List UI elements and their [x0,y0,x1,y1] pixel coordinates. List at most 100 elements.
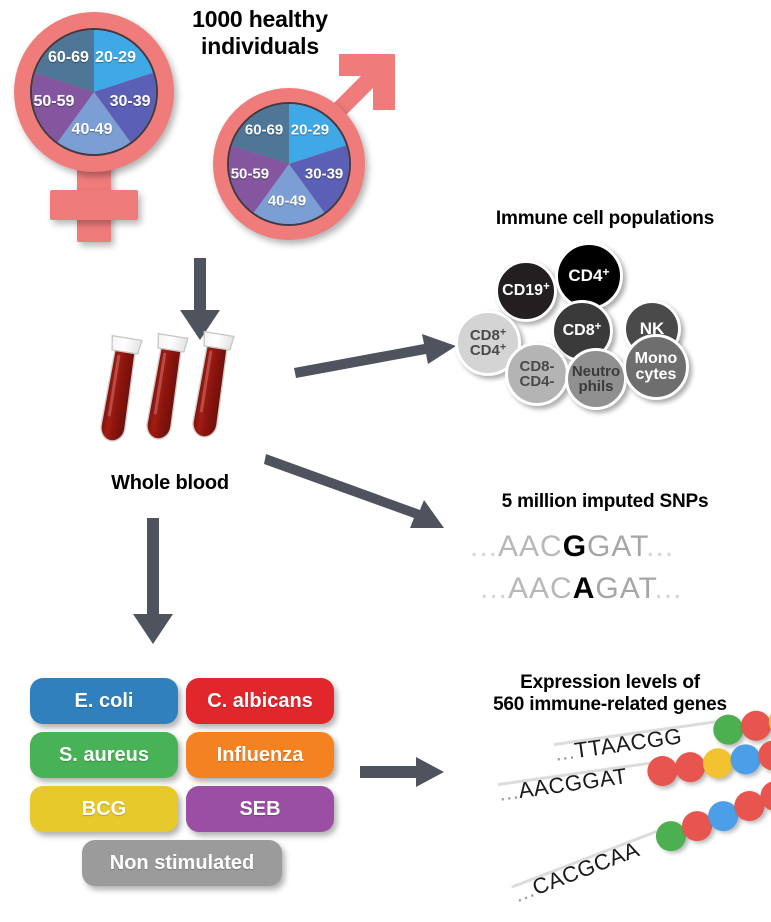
snp-sequence-row: ...AACGGAT... [470,530,674,564]
strand-text: ...AACGGAT [497,763,629,807]
pie-slice-label: 60-69 [48,48,89,66]
snp-suffix: ... [654,572,683,605]
stimulation-box-s-aureus[interactable]: S. aureus [30,732,178,778]
expression-title-line1: Expression levels of [520,672,700,693]
snp-right: GAT [595,572,655,605]
stimulation-box-non-stimulated[interactable]: Non stimulated [82,840,282,886]
cell-label-line: CD4+ [469,341,507,359]
immune-cell-label: NK [640,320,665,338]
pie-slice-label: 20-29 [95,48,136,66]
immune-cell-label: CD8- CD4- [519,357,555,390]
snp-left: AAC [508,572,573,605]
expression-bead [673,750,708,785]
snp-sequences: ...AACGGAT... ...AACAGAT... [470,528,760,618]
pie-slice [253,164,325,224]
pie-chart-female-svg [32,30,156,154]
cell-label-line: cytes [635,366,677,383]
cell-label-superscript: + [602,265,610,280]
cell-label-line: CD8+ [562,321,602,339]
snp-prefix: ... [470,530,499,563]
stimulation-box-seb[interactable]: SEB [186,786,334,832]
stimulation-box-e-coli[interactable]: E. coli [30,678,178,724]
pie-slice [94,72,156,143]
snps-title: 5 million imputed SNPs [501,491,709,512]
whole-blood-label: Whole blood [111,472,229,494]
immune-cell-monocytes: Mono cytes [623,334,689,400]
pie-slice-label: 50-59 [33,93,75,111]
strand-sequence: AACGGAT [516,763,629,804]
immune-cell-label: Mono cytes [634,349,678,384]
cohort-title-line2: individuals [201,33,319,60]
cell-label-line: Mono [634,349,678,367]
snp-highlight: A [572,572,596,605]
pie-slice-label: 30-39 [304,165,344,183]
blood-tube-1 [100,334,143,442]
expression-bead [728,742,763,777]
strand-text: ...CACGCAA [510,837,643,909]
pie-slice [231,104,289,164]
cell-label-line: CD4- [519,373,555,390]
cell-label-superscript: + [499,326,507,339]
pie-slice-label: 60-69 [244,121,284,139]
cell-label-superscript: + [543,281,550,294]
pie-slice [229,145,289,213]
pie-slice-label: 20-29 [290,121,330,139]
expression-bead [645,754,680,788]
male-symbol: 20-29 30-39 40-49 50-59 60-69 [205,48,435,248]
expression-bead [756,738,771,773]
pie-slice [32,72,94,143]
pie-slice [94,30,153,92]
stimulation-box-bcg[interactable]: BCG [30,786,178,832]
immune-cell-label: CD4+ [568,265,610,286]
stimulation-conditions: E. coli C. albicans S. aureus Influenza BCG S… [30,678,340,898]
pie-slice [289,104,347,164]
immune-cell-neutrophils: Neutro phils [565,348,627,410]
pie-slice-label: 30-39 [109,93,151,111]
blood-tube-2 [146,332,189,440]
arrow-blood-to-stimulations [133,518,173,644]
immune-cell-cd4: CD4+ [555,242,623,310]
immune-cell-cd19: CD19+ [495,260,557,322]
arrow-individuals-to-blood [180,258,220,340]
immune-cell-cluster: CD19+ CD4+ NK CD8+ CD4+ CD8+ CD8- CD4- Neutro phi… [455,238,765,413]
cohort-title-line1: 1000 healthy [192,6,328,32]
immune-cell-label: Neutro phils [572,363,620,394]
arrow-blood-to-immune [294,334,456,378]
immune-cell-cd8-cd4: CD8- CD4- [505,342,569,406]
pie-slice-label: 50-59 [230,165,270,183]
snp-left: AAC [498,530,563,563]
expression-levels-title: Expression levels of 560 immune-related … [455,672,765,717]
pie-slice-label: 40-49 [71,121,113,138]
pie-slice [57,92,131,154]
snp-highlight: G [562,530,588,563]
expression-title-line2: 560 immune-related genes [493,694,727,716]
cell-label-superscript: + [594,321,602,334]
snp-right: GAT [587,530,647,563]
stimulation-box-c-albicans[interactable]: C. albicans [186,678,334,724]
expression-bead [711,712,746,747]
female-symbol-horizontal-bar [50,190,138,220]
age-distribution-pie-female [30,28,158,156]
expression-bead [739,708,771,743]
snp-prefix: ... [480,572,509,605]
immune-cell-label: CD19+ [502,281,550,299]
cell-label-line: CD19+ [502,281,550,299]
arrow-stimulations-to-expression [360,757,444,787]
stimulation-box-influenza[interactable]: Influenza [186,732,334,778]
cell-label-line: CD4+ [568,265,610,286]
arrow-blood-to-snps [264,454,444,528]
snp-sequence-row: ...AACAGAT... [480,572,683,606]
age-distribution-pie-male [227,102,351,226]
pie-chart-male-svg [229,104,349,224]
whole-blood-tubes [96,330,296,470]
immune-cell-cd8-cd4: CD8+ CD4+ [455,310,521,376]
expression-bead [700,746,735,781]
cell-label-line: CD8- [519,357,555,375]
immune-cell-label: CD8+ [562,321,602,339]
blood-tubes-svg [100,330,235,442]
blood-tube-3 [192,330,235,438]
gene-expression-strands: ...TTAACGG ...AACGGAT ...CACGCAA [455,704,771,920]
strand-sequence: CACGCAA [528,836,643,901]
cell-label-superscript: + [499,341,507,354]
